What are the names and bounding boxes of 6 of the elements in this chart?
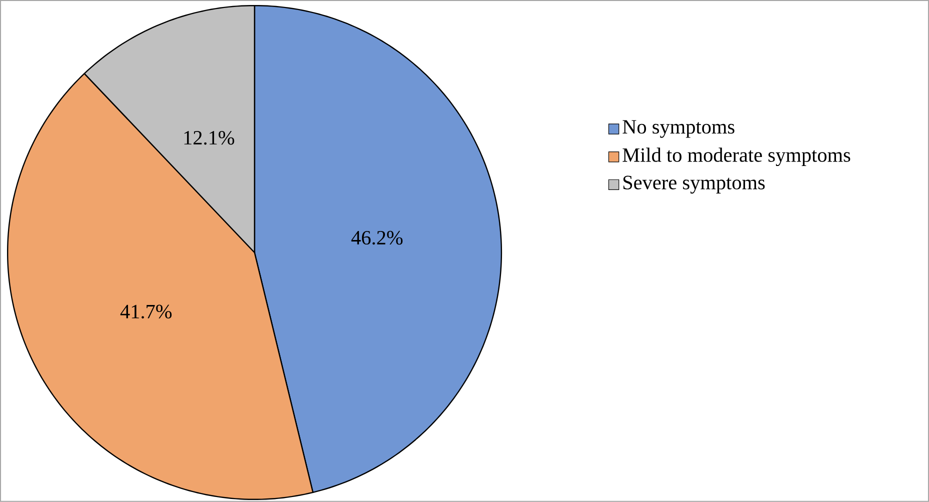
data-label: 41.7% — [120, 304, 172, 319]
data-label: 12.1% — [184, 130, 234, 145]
data-label: 46.2% — [351, 230, 403, 245]
legend-label: No symptoms — [622, 120, 734, 138]
legend-label: Mild to moderate symptoms — [622, 148, 850, 166]
legend-label: Severe symptoms — [623, 176, 765, 194]
